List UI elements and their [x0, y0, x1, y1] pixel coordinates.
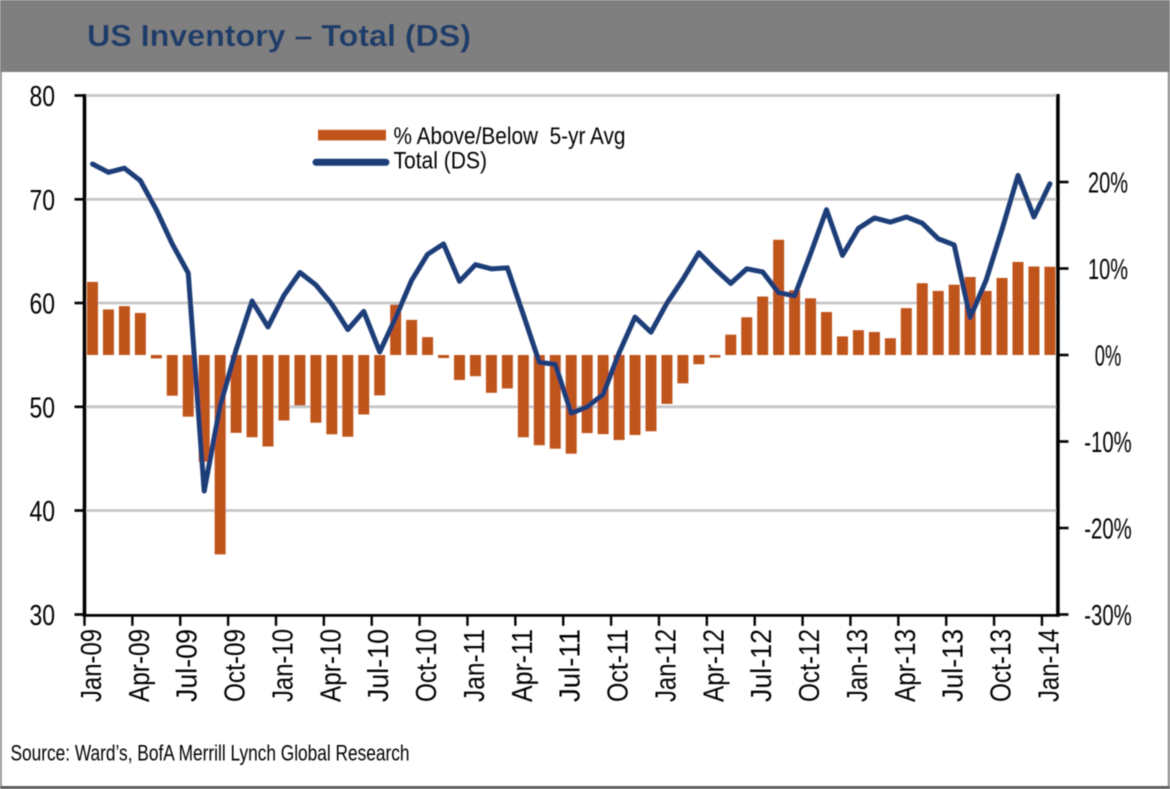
svg-text:Jul-13: Jul-13 — [938, 629, 970, 702]
svg-text:% Above/Below 5-yr Avg: % Above/Below 5-yr Avg — [394, 123, 626, 150]
svg-text:Oct-10: Oct-10 — [411, 629, 443, 702]
svg-text:Apr-11: Apr-11 — [507, 629, 539, 702]
svg-text:Oct-11: Oct-11 — [603, 629, 635, 702]
svg-text:Jan-10: Jan-10 — [267, 629, 299, 702]
svg-text:Apr-12: Apr-12 — [698, 629, 730, 702]
svg-text:40: 40 — [30, 496, 56, 528]
svg-text:Apr-09: Apr-09 — [124, 629, 156, 702]
svg-text:Jan-13: Jan-13 — [842, 629, 874, 702]
svg-text:Jan-14: Jan-14 — [1033, 629, 1065, 702]
svg-text:0%: 0% — [1095, 341, 1122, 373]
svg-text:Oct-12: Oct-12 — [794, 629, 826, 702]
svg-text:Jul-09: Jul-09 — [172, 629, 204, 702]
svg-text:Total (DS): Total (DS) — [394, 148, 488, 175]
svg-text:Jul-11: Jul-11 — [555, 629, 587, 702]
svg-text:20%: 20% — [1088, 168, 1128, 200]
svg-text:70: 70 — [30, 185, 56, 217]
svg-text:10%: 10% — [1088, 254, 1128, 286]
svg-text:Oct-09: Oct-09 — [220, 629, 252, 702]
svg-text:Source: Ward’s, BofA Merrill L: Source: Ward’s, BofA Merrill Lynch Globa… — [11, 741, 410, 766]
svg-text:Jan-12: Jan-12 — [650, 629, 682, 702]
svg-text:30: 30 — [30, 600, 56, 632]
svg-text:Jul-10: Jul-10 — [363, 629, 395, 702]
svg-text:50: 50 — [30, 392, 56, 424]
svg-text:-30%: -30% — [1084, 600, 1132, 632]
svg-text:Oct-13: Oct-13 — [986, 629, 1018, 702]
svg-text:Jul-12: Jul-12 — [746, 629, 778, 702]
svg-text:Apr-13: Apr-13 — [890, 629, 922, 702]
svg-text:-20%: -20% — [1084, 514, 1132, 546]
svg-text:-10%: -10% — [1084, 427, 1132, 459]
svg-text:60: 60 — [30, 289, 56, 321]
svg-text:Jan-09: Jan-09 — [76, 629, 108, 702]
svg-text:80: 80 — [30, 81, 56, 113]
svg-text:US Inventory – Total (DS): US Inventory – Total (DS) — [87, 18, 471, 53]
svg-text:Apr-10: Apr-10 — [315, 629, 347, 702]
svg-text:Jan-11: Jan-11 — [459, 629, 491, 702]
